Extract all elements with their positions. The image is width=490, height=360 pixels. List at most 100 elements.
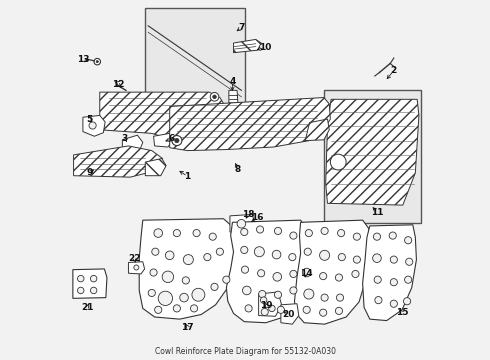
Circle shape bbox=[77, 275, 84, 282]
Circle shape bbox=[338, 253, 345, 261]
Text: 15: 15 bbox=[396, 308, 408, 317]
Circle shape bbox=[172, 135, 182, 145]
Polygon shape bbox=[146, 158, 166, 176]
Circle shape bbox=[352, 270, 359, 278]
Text: 20: 20 bbox=[282, 310, 294, 319]
Circle shape bbox=[321, 227, 328, 234]
Polygon shape bbox=[170, 98, 330, 150]
Circle shape bbox=[91, 287, 97, 294]
Text: 22: 22 bbox=[128, 255, 141, 264]
Circle shape bbox=[319, 273, 327, 280]
Circle shape bbox=[237, 220, 245, 228]
Circle shape bbox=[335, 307, 343, 315]
Bar bbox=[324, 90, 421, 223]
Polygon shape bbox=[83, 116, 105, 136]
Text: 5: 5 bbox=[86, 114, 92, 123]
Circle shape bbox=[290, 270, 297, 278]
Text: 18: 18 bbox=[243, 210, 255, 219]
Text: 19: 19 bbox=[260, 301, 273, 310]
Circle shape bbox=[389, 232, 396, 239]
Polygon shape bbox=[294, 220, 371, 324]
Circle shape bbox=[406, 258, 413, 265]
Circle shape bbox=[269, 305, 275, 312]
Circle shape bbox=[289, 253, 296, 261]
Text: 13: 13 bbox=[76, 55, 89, 64]
Circle shape bbox=[154, 229, 163, 237]
Circle shape bbox=[204, 253, 211, 261]
Circle shape bbox=[304, 248, 311, 255]
Circle shape bbox=[256, 226, 264, 233]
Circle shape bbox=[330, 154, 346, 170]
Circle shape bbox=[223, 276, 230, 283]
Circle shape bbox=[353, 256, 361, 263]
Text: 7: 7 bbox=[238, 23, 245, 32]
Circle shape bbox=[335, 274, 343, 281]
Polygon shape bbox=[281, 304, 299, 324]
Circle shape bbox=[338, 229, 344, 237]
Circle shape bbox=[303, 306, 310, 314]
Text: Cowl Reinforce Plate Diagram for 55132-0A030: Cowl Reinforce Plate Diagram for 55132-0… bbox=[154, 347, 336, 356]
Circle shape bbox=[305, 229, 313, 237]
Circle shape bbox=[274, 291, 282, 298]
Polygon shape bbox=[259, 292, 282, 316]
Circle shape bbox=[91, 275, 97, 282]
Circle shape bbox=[241, 246, 248, 253]
Polygon shape bbox=[73, 269, 107, 298]
Circle shape bbox=[241, 228, 248, 235]
Bar bbox=[145, 8, 245, 108]
Circle shape bbox=[302, 268, 311, 277]
Text: 1: 1 bbox=[185, 172, 191, 181]
Circle shape bbox=[191, 305, 197, 312]
Circle shape bbox=[158, 291, 172, 306]
Polygon shape bbox=[229, 90, 238, 103]
Circle shape bbox=[304, 289, 314, 299]
Polygon shape bbox=[230, 215, 255, 233]
Circle shape bbox=[94, 58, 100, 65]
Polygon shape bbox=[363, 225, 416, 320]
Polygon shape bbox=[226, 220, 310, 323]
Polygon shape bbox=[74, 146, 163, 177]
Circle shape bbox=[254, 247, 265, 257]
Circle shape bbox=[405, 237, 412, 244]
Text: 10: 10 bbox=[259, 43, 271, 52]
Circle shape bbox=[272, 250, 281, 259]
Circle shape bbox=[96, 60, 98, 63]
Polygon shape bbox=[100, 92, 225, 139]
Circle shape bbox=[353, 233, 361, 240]
Circle shape bbox=[261, 309, 269, 316]
Circle shape bbox=[77, 287, 84, 294]
Circle shape bbox=[155, 306, 162, 314]
Circle shape bbox=[175, 138, 179, 143]
Text: 17: 17 bbox=[181, 323, 194, 332]
Circle shape bbox=[162, 271, 173, 283]
Text: 9: 9 bbox=[87, 168, 93, 177]
Circle shape bbox=[390, 256, 397, 263]
Circle shape bbox=[183, 255, 194, 265]
Circle shape bbox=[375, 297, 382, 304]
Circle shape bbox=[319, 250, 330, 260]
Polygon shape bbox=[305, 119, 329, 140]
Polygon shape bbox=[153, 134, 172, 147]
Polygon shape bbox=[122, 135, 143, 154]
Circle shape bbox=[134, 265, 139, 270]
Circle shape bbox=[193, 229, 200, 237]
Polygon shape bbox=[139, 219, 237, 319]
Circle shape bbox=[290, 232, 297, 239]
Polygon shape bbox=[234, 40, 261, 53]
Circle shape bbox=[337, 294, 343, 301]
Circle shape bbox=[216, 248, 223, 255]
Text: 2: 2 bbox=[391, 66, 397, 75]
Circle shape bbox=[166, 251, 174, 260]
Text: 6: 6 bbox=[169, 134, 174, 143]
Circle shape bbox=[321, 294, 328, 301]
Circle shape bbox=[245, 305, 252, 312]
Text: 11: 11 bbox=[371, 208, 384, 217]
Circle shape bbox=[180, 293, 188, 302]
Circle shape bbox=[89, 122, 96, 129]
Text: 12: 12 bbox=[113, 81, 125, 90]
Circle shape bbox=[274, 227, 282, 234]
Circle shape bbox=[390, 300, 397, 307]
Circle shape bbox=[173, 229, 180, 237]
Circle shape bbox=[290, 287, 297, 294]
Circle shape bbox=[192, 288, 205, 301]
